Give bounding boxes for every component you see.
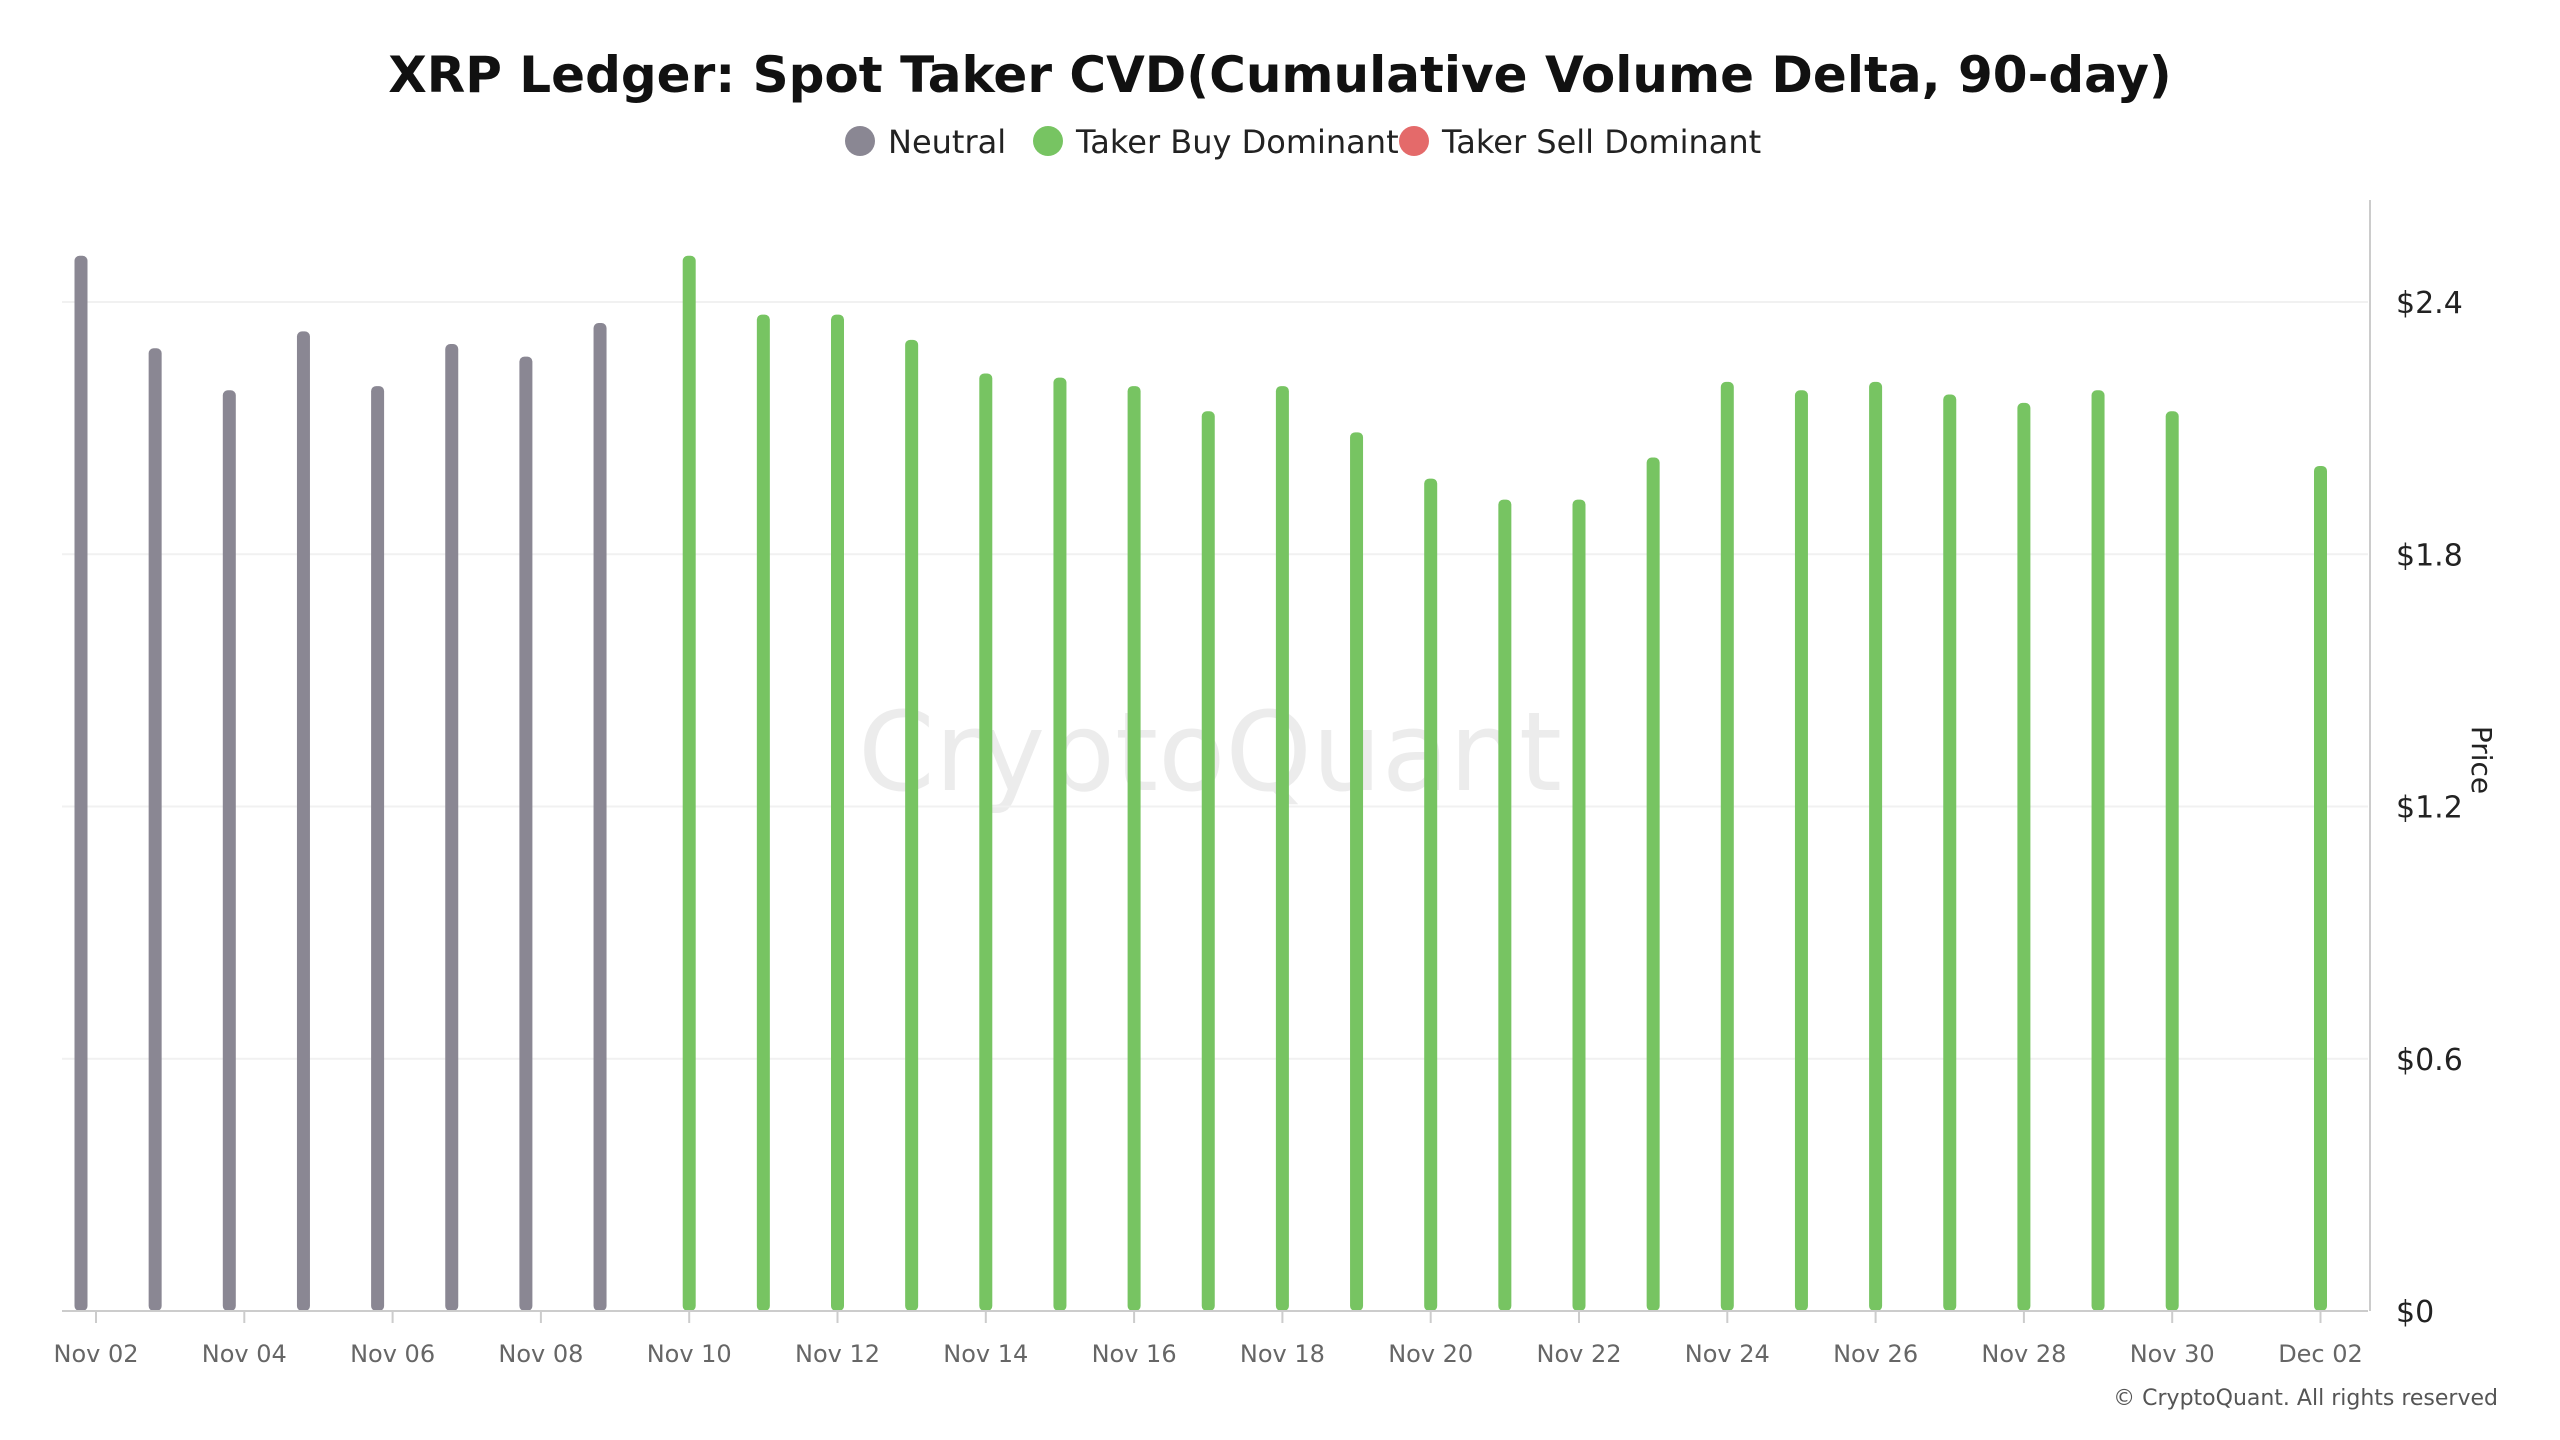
y-tick-label: $1.2 — [2396, 791, 2463, 826]
y-tick-label: $1.8 — [2396, 538, 2463, 573]
y-axis-label: Price — [2465, 726, 2498, 794]
x-tick-label: Nov 22 — [1536, 1340, 1621, 1368]
x-tick-label: Nov 04 — [202, 1340, 287, 1368]
x-tick-label: Nov 28 — [1981, 1340, 2066, 1368]
bar-nov-24[interactable] — [1720, 381, 1734, 1312]
x-tick-label: Dec 02 — [2278, 1340, 2363, 1368]
bar-nov-15[interactable] — [1053, 377, 1067, 1311]
legend-marker-neutral[interactable] — [845, 126, 875, 156]
x-tick-label: Nov 14 — [943, 1340, 1028, 1368]
chart-title: XRP Ledger: Spot Taker CVD(Cumulative Vo… — [388, 46, 2172, 104]
bar-nov-11[interactable] — [756, 314, 770, 1311]
legend-label[interactable]: Neutral — [888, 123, 1006, 161]
bar-nov-13[interactable] — [905, 339, 919, 1311]
y-tick-label: $0 — [2396, 1295, 2434, 1330]
x-tick-label: Nov 16 — [1092, 1340, 1177, 1368]
legend: Neutral Taker Buy Dominant Taker Sell Domi… — [845, 123, 1761, 161]
bars — [74, 255, 2327, 1312]
y-tick-label: $0.6 — [2396, 1043, 2463, 1078]
bar-nov-30[interactable] — [2165, 411, 2179, 1311]
bar-nov-09[interactable] — [593, 323, 607, 1311]
bar-nov-19[interactable] — [1350, 432, 1364, 1311]
x-axis: Nov 02 Nov 04 Nov 06 Nov 08 Nov 10 Nov 12 Nov … — [53, 1310, 2368, 1368]
bar-nov-10[interactable] — [682, 255, 696, 1312]
bar-nov-22[interactable] — [1572, 499, 1586, 1311]
x-tick-label: Nov 08 — [498, 1340, 583, 1368]
bar-nov-12[interactable] — [831, 314, 844, 1311]
bar-nov-07[interactable] — [445, 344, 459, 1312]
x-tick-label: Nov 18 — [1240, 1340, 1325, 1368]
x-tick-label: Nov 10 — [647, 1340, 732, 1368]
bar-nov-29[interactable] — [2091, 390, 2105, 1312]
bar-nov-17[interactable] — [1201, 411, 1215, 1311]
bar-nov-16[interactable] — [1127, 386, 1141, 1311]
legend-marker-taker-sell-dominant[interactable] — [1399, 126, 1429, 156]
bar-nov-26[interactable] — [1869, 381, 1883, 1312]
copyright: © CryptoQuant. All rights reserved — [2113, 1386, 2498, 1411]
bar-nov-08[interactable] — [519, 356, 533, 1311]
bar-nov-06[interactable] — [371, 386, 385, 1311]
bar-nov-21[interactable] — [1498, 499, 1512, 1311]
bar-nov-20[interactable] — [1424, 478, 1438, 1311]
y-tick-label: $2.4 — [2396, 286, 2463, 321]
legend-label[interactable]: Taker Sell Dominant — [1441, 123, 1761, 161]
bar-nov-27[interactable] — [1943, 394, 1957, 1311]
bar-nov-23[interactable] — [1646, 457, 1660, 1311]
x-tick-label: Nov 02 — [53, 1340, 138, 1368]
x-tick-label: Nov 30 — [2130, 1340, 2215, 1368]
bar-nov-02[interactable] — [74, 255, 88, 1312]
x-tick-label: Nov 20 — [1388, 1340, 1473, 1368]
x-tick-label: Nov 06 — [350, 1340, 435, 1368]
x-tick-label: Nov 26 — [1833, 1340, 1918, 1368]
legend-label[interactable]: Taker Buy Dominant — [1075, 123, 1399, 161]
x-tick-label: Nov 12 — [795, 1340, 880, 1368]
legend-marker-taker-buy-dominant[interactable] — [1033, 126, 1063, 156]
y-axis: $0 $0.6 $1.2 $1.8 $2.4 — [2369, 200, 2463, 1330]
bar-nov-28[interactable] — [2017, 402, 2031, 1311]
x-tick-label: Nov 24 — [1685, 1340, 1770, 1368]
bar-nov-25[interactable] — [1794, 390, 1808, 1312]
bar-dec-02[interactable] — [2314, 465, 2327, 1311]
bar-nov-04[interactable] — [222, 390, 236, 1312]
bar-nov-05[interactable] — [296, 331, 310, 1311]
bar-nov-18[interactable] — [1275, 386, 1289, 1311]
bar-nov-03[interactable] — [148, 348, 162, 1311]
bar-nov-14[interactable] — [979, 373, 993, 1311]
